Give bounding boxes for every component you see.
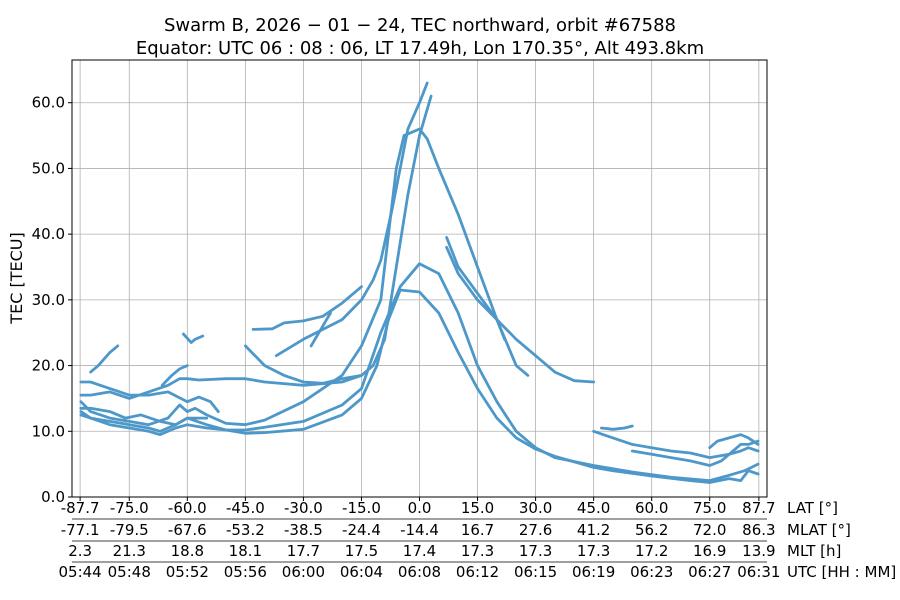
x-tick-label-row4: 05:44 — [59, 563, 102, 581]
x-tick-label-row3: 2.3 — [68, 542, 92, 560]
x-tick-label-row2: -67.6 — [168, 521, 207, 539]
series-arc-j — [181, 332, 205, 345]
x-tick-label-row3: 17.3 — [461, 542, 494, 560]
series-arc-m — [309, 311, 332, 348]
series-arc-e — [79, 94, 433, 400]
y-tick-label: 10.0 — [32, 422, 65, 440]
series-arc-q — [600, 424, 634, 431]
x-tick-label-row1: 60.0 — [635, 499, 668, 517]
x-tick-label-row3: 17.4 — [403, 542, 436, 560]
x-tick-label-row1: -15.0 — [342, 499, 381, 517]
x-tick-label-row2: -14.4 — [400, 521, 439, 539]
x-tick-label-row3: 16.9 — [693, 542, 726, 560]
x-tick-label-row1: 87.7 — [742, 499, 775, 517]
x-tick-label-row2: -24.4 — [342, 521, 381, 539]
x-tick-label-row2: 41.2 — [577, 521, 610, 539]
x-tick-label-row4: 06:27 — [688, 563, 731, 581]
x-tick-label-row1: -45.0 — [226, 499, 265, 517]
x-tick-label-row4: 06:12 — [456, 563, 499, 581]
series-arc-k — [243, 344, 363, 385]
y-tick-label: 0.0 — [41, 488, 65, 506]
x-tick-label-row3: 18.8 — [171, 542, 204, 560]
x-tick-label-row4: 06:23 — [630, 563, 673, 581]
x-tick-label-row1: -60.0 — [168, 499, 207, 517]
x-tick-label-row1: 45.0 — [577, 499, 610, 517]
x-tick-label-row2: 86.3 — [742, 521, 775, 539]
axis-row-name: LAT [°] — [787, 499, 838, 517]
x-tick-label-row1: -75.0 — [110, 499, 149, 517]
y-tick-label: 50.0 — [32, 159, 65, 177]
x-tick-label-row4: 06:00 — [282, 563, 325, 581]
series-arc-r — [630, 439, 760, 467]
series-arc-g — [274, 81, 429, 358]
y-axis: 0.0 10.0 20.0 30.0 40.0 50.0 60.0 — [32, 94, 72, 506]
x-tick-label-row2: -53.2 — [226, 521, 265, 539]
x-tick-label-row3: 17.7 — [287, 542, 320, 560]
axis-row-name: UTC [HH : MM] — [787, 563, 896, 581]
x-tick-label-row4: 06:04 — [340, 563, 383, 581]
x-tick-label-row3: 21.3 — [113, 542, 146, 560]
x-tick-label-row3: 17.3 — [519, 542, 552, 560]
x-tick-label-row1: 75.0 — [693, 499, 726, 517]
y-axis-label: TEC [TECU] — [7, 232, 26, 324]
y-tick-label: 20.0 — [32, 357, 65, 375]
axis-row-name: MLT [h] — [787, 542, 841, 560]
series-arc-l — [251, 285, 363, 331]
x-tick-label-row4: 06:15 — [514, 563, 557, 581]
x-tick-label-row4: 05:48 — [108, 563, 151, 581]
series-arc-o — [445, 245, 595, 384]
x-tick-label-row3: 13.9 — [742, 542, 775, 560]
y-tick-label: 60.0 — [32, 94, 65, 112]
x-tick-label-row1: 30.0 — [519, 499, 552, 517]
series-arc-i — [160, 364, 189, 387]
y-tick-label: 40.0 — [32, 225, 65, 243]
grid — [72, 60, 767, 498]
series-arc-f — [79, 380, 220, 414]
data-series — [79, 81, 760, 484]
x-tick-label-row2: -38.5 — [284, 521, 323, 539]
x-tick-label-row2: 16.7 — [461, 521, 494, 539]
x-tick-label-row2: -77.1 — [61, 521, 100, 539]
x-tick-label-row4: 06:31 — [737, 563, 780, 581]
x-tick-label-row1: -87.7 — [61, 499, 100, 517]
series-arc-s — [708, 433, 760, 450]
x-tick-label-row4: 05:52 — [166, 563, 209, 581]
x-tick-label-row2: 27.6 — [519, 521, 552, 539]
series-arc-d — [79, 406, 209, 427]
series-arc-n — [445, 235, 507, 341]
chart-title-line1: Swarm B, 2026 − 01 − 24, TEC northward, … — [164, 15, 676, 36]
chart-title-line2: Equator: UTC 06 : 08 : 06, LT 17.49h, Lo… — [136, 38, 704, 59]
x-tick-label-row1: 0.0 — [408, 499, 432, 517]
y-tick-label: 30.0 — [32, 291, 65, 309]
series-arc-h — [89, 344, 120, 374]
x-tick-label-row3: 17.5 — [345, 542, 378, 560]
x-tick-label-row2: -79.5 — [110, 521, 149, 539]
series-arc-p — [592, 429, 760, 460]
x-tick-label-row4: 05:56 — [224, 563, 267, 581]
x-axis-rows: -87.7 -75.0 -60.0 -45.0 -30.0 -15.0 0.0 15.0 30.… — [59, 497, 896, 581]
x-tick-label-row1: -30.0 — [284, 499, 323, 517]
x-tick-label-row2: 72.0 — [693, 521, 726, 539]
x-tick-label-row2: 56.2 — [635, 521, 668, 539]
x-tick-label-row1: 15.0 — [461, 499, 494, 517]
x-tick-label-row4: 06:08 — [398, 563, 441, 581]
x-tick-label-row3: 18.1 — [229, 542, 262, 560]
x-tick-label-row4: 06:19 — [572, 563, 615, 581]
axis-row-name: MLAT [°] — [787, 521, 851, 539]
x-tick-label-row3: 17.3 — [577, 542, 610, 560]
x-tick-label-row3: 17.2 — [635, 542, 668, 560]
